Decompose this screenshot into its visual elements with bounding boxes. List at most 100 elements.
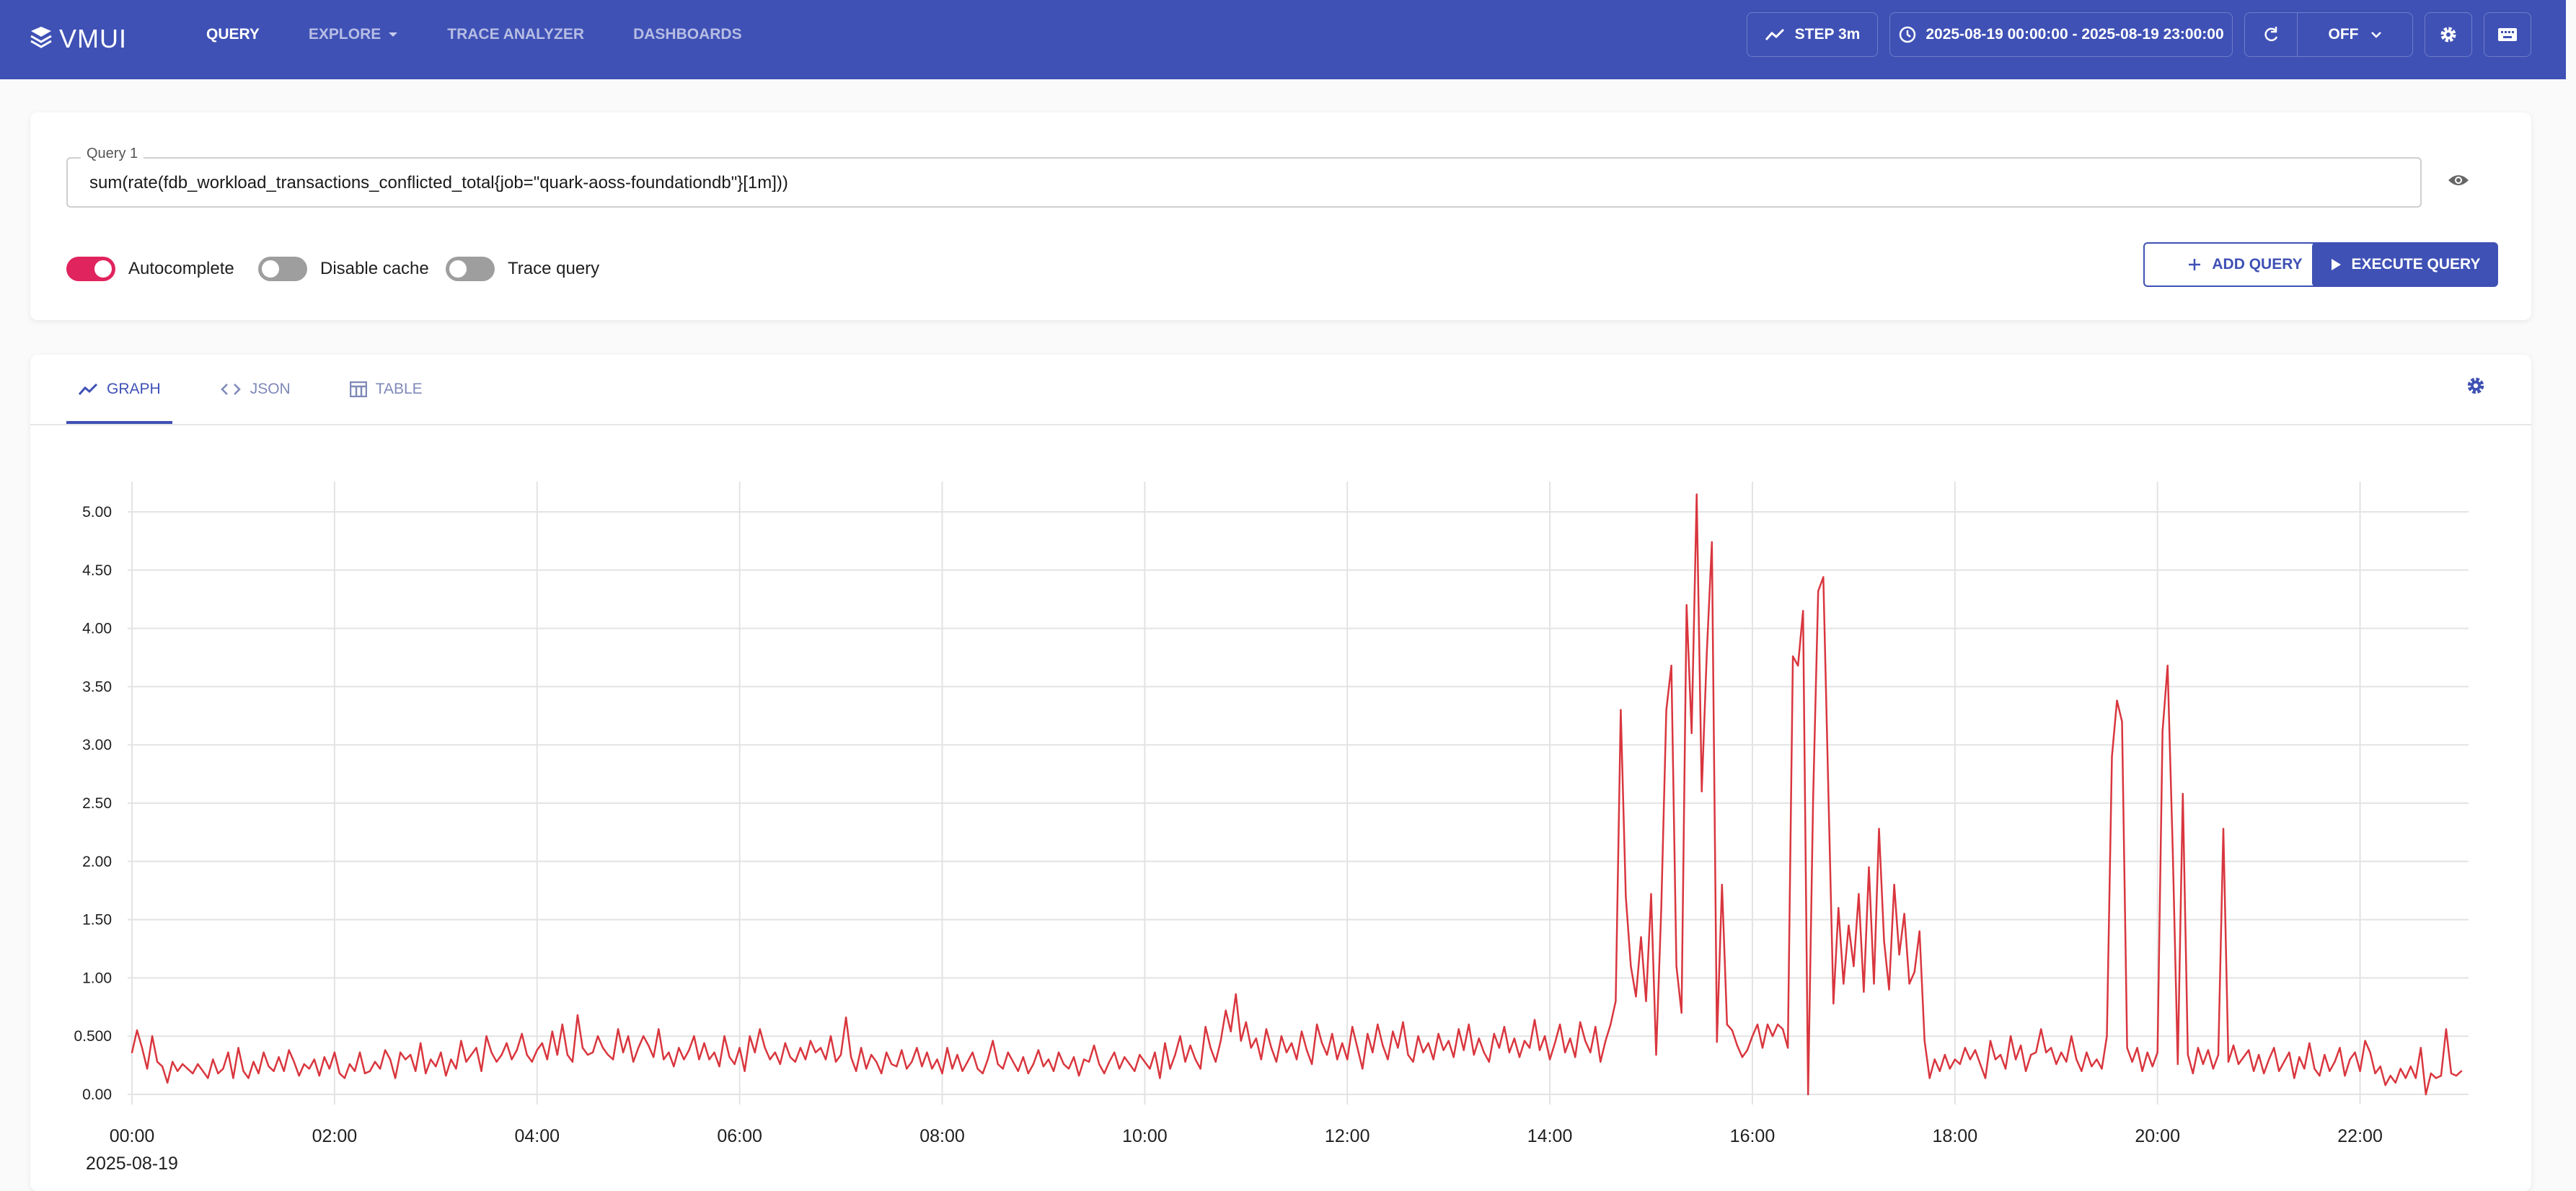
data-point: [2171, 849, 2174, 851]
data-point: [2247, 1049, 2250, 1051]
data-point: [2349, 1058, 2351, 1061]
data-point: [1062, 1063, 1065, 1066]
data-point: [1640, 936, 1642, 939]
autocomplete-toggle[interactable]: Autocomplete: [66, 251, 234, 287]
refresh-interval-select[interactable]: OFF: [2298, 26, 2412, 43]
data-point: [1088, 1061, 1090, 1063]
data-point: [2303, 1068, 2306, 1070]
data-point: [1848, 924, 1850, 926]
data-point: [2106, 1035, 2108, 1037]
query-input-text[interactable]: sum(rate(fdb_workload_transactions_confl…: [89, 173, 788, 192]
data-point: [161, 1066, 164, 1068]
data-point: [2237, 1063, 2240, 1066]
data-point: [1508, 1051, 1511, 1054]
data-point: [1119, 1068, 1121, 1070]
data-point: [1898, 953, 1900, 956]
data-point: [2329, 1070, 2331, 1072]
data-point: [723, 1035, 725, 1037]
play-icon: [2331, 259, 2341, 270]
x-date-label: 2025-08-19: [86, 1154, 178, 1174]
data-point: [379, 1068, 381, 1070]
vmui-logo[interactable]: VMUI: [29, 19, 127, 59]
data-point: [1513, 1037, 1516, 1040]
data-point: [1149, 1068, 1151, 1070]
data-point: [369, 1070, 371, 1072]
data-point: [1832, 1002, 1835, 1005]
data-point: [384, 1049, 387, 1051]
data-point: [844, 1017, 847, 1019]
data-point: [2136, 1047, 2138, 1049]
data-point: [632, 1061, 635, 1063]
data-point: [1437, 1032, 1439, 1035]
execute-query-button[interactable]: EXECUTE QUERY: [2312, 242, 2498, 287]
refresh-button[interactable]: [2245, 13, 2298, 56]
data-point: [1574, 1056, 1576, 1058]
data-point: [1367, 1032, 1369, 1035]
tab-table[interactable]: TABLE: [338, 355, 434, 424]
data-point: [1660, 907, 1662, 909]
data-point: [420, 1042, 422, 1045]
data-point: [2217, 1053, 2220, 1056]
data-point: [819, 1047, 822, 1049]
data-point: [1933, 1058, 1936, 1061]
data-point: [1766, 1023, 1769, 1026]
data-point: [389, 1058, 392, 1061]
nav-query[interactable]: QUERY: [206, 26, 260, 43]
data-point: [1082, 1058, 1085, 1061]
data-point: [1483, 1051, 1485, 1054]
data-point: [1579, 1021, 1582, 1024]
data-point: [1984, 1077, 1987, 1079]
trace-query-switch[interactable]: [446, 257, 495, 281]
data-point: [1533, 1019, 1536, 1021]
data-point: [2435, 1077, 2438, 1079]
data-point: [1918, 930, 1920, 933]
nav-trace-analyzer[interactable]: TRACE ANALYZER: [447, 26, 584, 43]
x-tick-label: 02:00: [312, 1126, 358, 1146]
data-point: [1893, 883, 1895, 886]
data-point: [764, 1047, 766, 1049]
data-point: [1600, 1061, 1602, 1063]
trace-query-toggle[interactable]: Trace query: [446, 251, 599, 287]
time-range-button[interactable]: 2025-08-19 00:00:00 - 2025-08-19 23:00:0…: [1889, 12, 2233, 57]
nav-explore[interactable]: EXPLORE: [309, 26, 398, 43]
tab-graph[interactable]: GRAPH: [66, 355, 172, 424]
data-point: [1838, 907, 1840, 909]
data-point: [1326, 1053, 1328, 1056]
data-point: [308, 1068, 310, 1070]
data-point: [668, 1051, 670, 1054]
logo-text: VMUI: [59, 24, 127, 53]
data-point: [1357, 1047, 1359, 1049]
data-point: [1275, 1061, 1278, 1063]
data-point: [1853, 965, 1855, 968]
data-point: [1310, 1063, 1313, 1066]
data-point: [2222, 828, 2225, 830]
clock-icon: [1900, 26, 1916, 43]
nav-dashboards[interactable]: DASHBOARDS: [633, 26, 742, 43]
data-point: [2197, 1047, 2200, 1049]
data-point: [1452, 1056, 1455, 1058]
autocomplete-switch[interactable]: [66, 257, 115, 281]
disable-cache-toggle[interactable]: Disable cache: [258, 251, 429, 287]
settings-button[interactable]: [2425, 12, 2472, 57]
data-point: [2450, 1072, 2453, 1075]
data-point: [809, 1040, 812, 1042]
step-button[interactable]: STEP 3m: [1747, 12, 1878, 57]
data-point: [976, 1068, 979, 1070]
data-point: [1746, 1049, 1749, 1051]
x-tick-label: 10:00: [1122, 1126, 1168, 1146]
eye-icon[interactable]: [2448, 173, 2469, 187]
disable-cache-switch[interactable]: [258, 257, 307, 281]
keyboard-shortcuts-button[interactable]: [2484, 12, 2531, 57]
data-point: [1528, 1047, 1531, 1049]
data-point: [2227, 1061, 2230, 1063]
data-point: [759, 1028, 761, 1030]
auto-refresh-control[interactable]: OFF: [2244, 12, 2413, 57]
tab-json[interactable]: JSON: [208, 355, 302, 424]
query-input-field[interactable]: Query 1 sum(rate(fdb_workload_transactio…: [66, 146, 2422, 208]
data-point: [1134, 1070, 1136, 1072]
graph-settings-gear-icon[interactable]: [2465, 375, 2487, 397]
y-tick-label: 2.00: [82, 854, 112, 870]
data-point: [1503, 1026, 1506, 1028]
data-point: [1478, 1037, 1480, 1040]
data-point: [2111, 756, 2113, 758]
